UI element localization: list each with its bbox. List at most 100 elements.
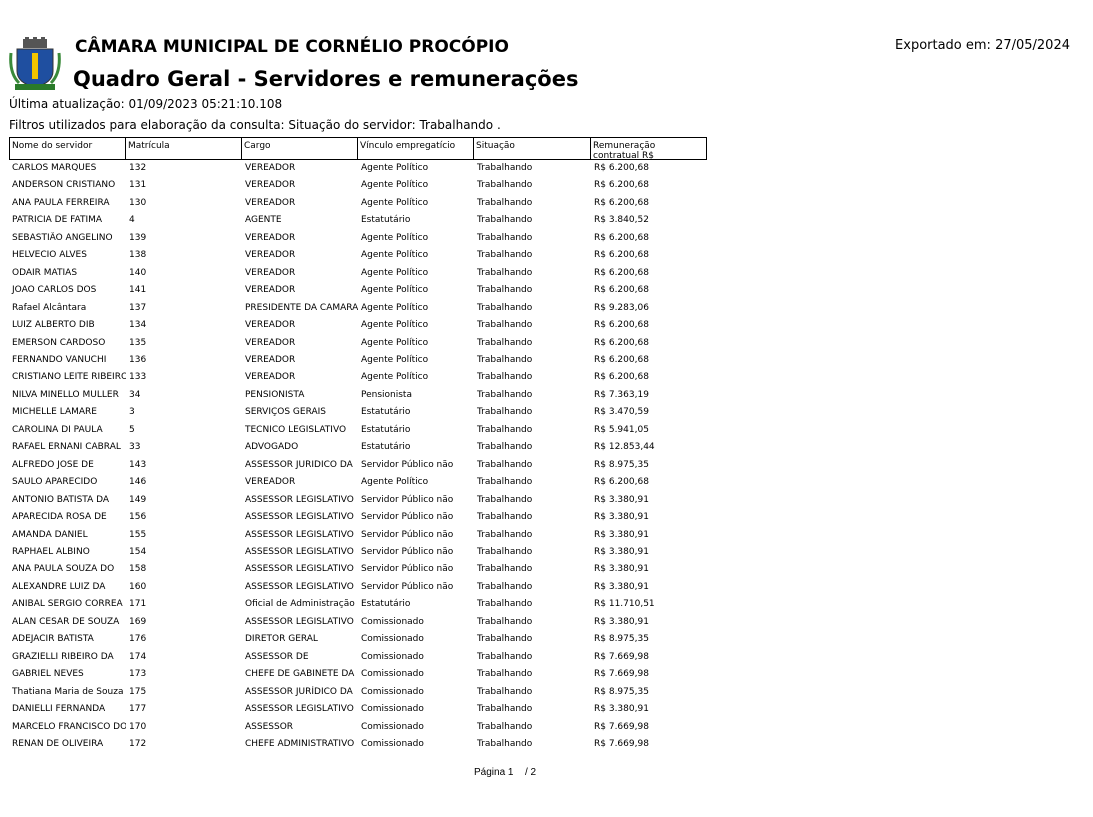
table-cell: R$ 3.380,91 [594, 616, 649, 627]
table-cell: Trabalhando [477, 686, 533, 697]
table-cell: 5 [129, 424, 135, 435]
table-cell: RAFAEL ERNANI CABRAL [12, 442, 121, 453]
institution: CÂMARA MUNICIPAL DE CORNÉLIO PROCÓPIO [75, 37, 509, 57]
table-cell: Trabalhando [477, 285, 533, 296]
table-cell: ODAIR MATIAS [12, 267, 78, 278]
table-cell: NILVA MINELLO MULLER [12, 389, 119, 400]
table-cell: Trabalhando [477, 337, 533, 348]
table-cell: SEBASTIÃO ANGELINO [12, 232, 113, 243]
table-cell: R$ 3.380,91 [594, 581, 649, 592]
table-cell: ANA PAULA FERREIRA [12, 197, 110, 208]
table-cell: R$ 8.975,35 [594, 459, 649, 470]
table-cell: Trabalhando [477, 581, 533, 592]
table-cell: ADEJACIR BATISTA [12, 634, 94, 645]
table-cell: EMERSON CARDOSO [12, 337, 106, 348]
table-cell: ALAN CESAR DE SOUZA [12, 616, 120, 627]
table-cell: ASSESSOR LEGISLATIVO [245, 547, 354, 557]
table-cell: Trabalhando [477, 232, 533, 243]
table-cell: Trabalhando [477, 669, 533, 680]
table-cell: Agente Político [361, 285, 429, 296]
table-cell: Agente Político [361, 180, 429, 191]
table-cell: ASSESSOR JURÍDICO DA [245, 686, 353, 697]
table-cell: 131 [129, 180, 147, 191]
table-cell: R$ 3.380,91 [594, 494, 649, 505]
table-cell: Servidor Público não [361, 459, 454, 470]
table-cell: 155 [129, 529, 147, 540]
table-cell: ASSESSOR DE [245, 651, 309, 662]
table-cell: Comissionado [361, 634, 424, 645]
table-cell: DIRETOR GERAL [245, 634, 318, 645]
table-cell: AMANDA DANIEL [12, 529, 88, 540]
table-cell: ASSESSOR LEGISLATIVO [245, 616, 354, 627]
table-cell: Comissionado [361, 669, 424, 680]
table-cell: LUIZ ALBERTO DIB [12, 320, 95, 331]
table-cell: Trabalhando [477, 704, 533, 715]
table-cell: R$ 7.669,98 [594, 739, 649, 749]
table-cell: Estatutário [361, 215, 411, 226]
table-cell: ASSESSOR LEGISLATIVO [245, 529, 354, 540]
table-cell: 33 [129, 442, 141, 453]
table-cell: Trabalhando [477, 564, 533, 575]
table-cell: Agente Político [361, 372, 429, 383]
table-cell: R$ 3.380,91 [594, 529, 649, 540]
table-cell: 158 [129, 564, 147, 575]
table-cell: PENSIONISTA [245, 389, 305, 400]
filters: Filtros utilizados para elaboração da co… [9, 118, 501, 132]
table-cell: Comissionado [361, 739, 424, 749]
table-cell: 160 [129, 581, 147, 592]
table-cell: Comissionado [361, 704, 424, 715]
table-cell: CRISTIANO LEITE RIBEIRO [12, 372, 126, 383]
table-cell: Estatutário [361, 424, 411, 435]
table-cell: R$ 3.840,52 [594, 215, 649, 226]
table-cell: Comissionado [361, 721, 424, 732]
column-header: Vínculo empregatício [357, 137, 474, 160]
table-cell: VEREADOR [245, 267, 296, 278]
column-header: Matrícula [125, 137, 242, 160]
table-cell: Servidor Público não [361, 547, 454, 557]
table-cell: Agente Político [361, 477, 429, 488]
table-cell: ASSESSOR LEGISLATIVO [245, 564, 354, 575]
table-cell: Agente Político [361, 163, 429, 173]
table-cell: R$ 6.200,68 [594, 197, 649, 208]
table-cell: 176 [129, 634, 147, 645]
table-cell: APARECIDA ROSA DE [12, 512, 107, 523]
table-cell: Servidor Público não [361, 494, 454, 505]
table-cell: TECNICO LEGISLATIVO [245, 424, 347, 435]
table-cell: Thatiana Maria de Souza [12, 686, 124, 697]
table-cell: 146 [129, 477, 147, 488]
table-cell: R$ 5.941,05 [594, 424, 649, 435]
table-cell: ASSESSOR LEGISLATIVO [245, 512, 354, 523]
table-cell: Trabalhando [477, 616, 533, 627]
table-cell: R$ 8.975,35 [594, 686, 649, 697]
table-cell: Servidor Público não [361, 512, 454, 523]
table-cell: ADVOGADO [245, 442, 299, 453]
table-cell: Trabalhando [477, 494, 533, 505]
table-cell: VEREADOR [245, 337, 296, 348]
table-cell: ASSESSOR [245, 721, 294, 732]
table-cell: 169 [129, 616, 147, 627]
table-cell: 172 [129, 739, 147, 749]
table-cell: Trabalhando [477, 320, 533, 331]
table-cell: Trabalhando [477, 529, 533, 540]
table-cell: 4 [129, 215, 135, 226]
table-cell: R$ 6.200,68 [594, 337, 649, 348]
table-cell: 156 [129, 512, 147, 523]
table-cell: Trabalhando [477, 250, 533, 261]
table-cell: ASSESSOR LEGISLATIVO [245, 581, 354, 592]
table-cell: Trabalhando [477, 599, 533, 610]
table-cell: 135 [129, 337, 147, 348]
table-cell: ASSESSOR LEGISLATIVO [245, 494, 354, 505]
table-cell: VEREADOR [245, 250, 296, 261]
table-cell: Trabalhando [477, 512, 533, 523]
table-cell: R$ 7.669,98 [594, 669, 649, 680]
table-cell: 149 [129, 494, 147, 505]
table-cell: Trabalhando [477, 442, 533, 453]
table-cell: Trabalhando [477, 389, 533, 400]
table-cell: R$ 11.710,51 [594, 599, 655, 610]
table-cell: VEREADOR [245, 372, 296, 383]
table-cell: 34 [129, 389, 141, 400]
table-cell: ANIBAL SERGIO CORREA [12, 599, 123, 610]
table-cell: Trabalhando [477, 215, 533, 226]
table-cell: 138 [129, 250, 147, 261]
table-cell: RENAN DE OLIVEIRA [12, 739, 104, 749]
